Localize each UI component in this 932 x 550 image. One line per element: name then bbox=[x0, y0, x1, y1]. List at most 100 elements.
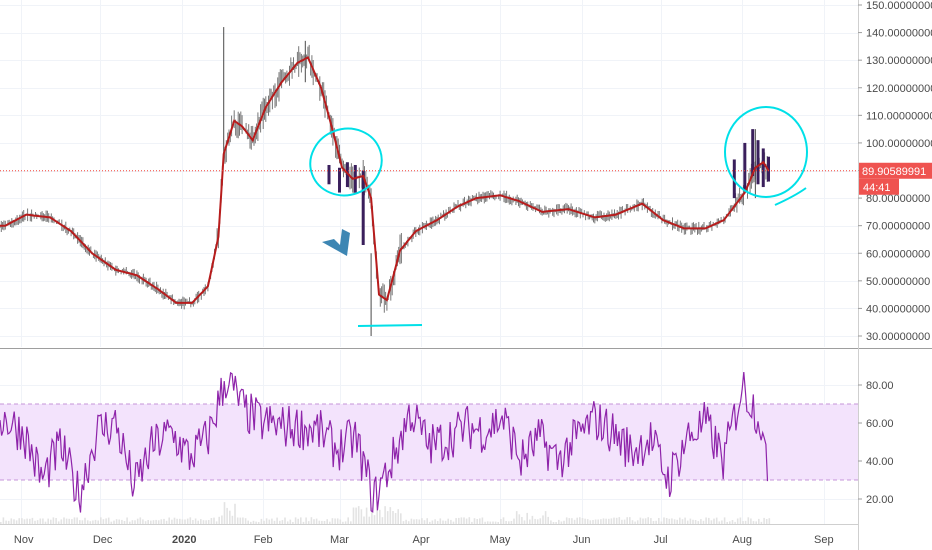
volume-bar bbox=[397, 509, 399, 524]
x-tick-label: Jun bbox=[573, 534, 591, 546]
volume-bar bbox=[492, 521, 494, 524]
volume-bar bbox=[192, 520, 194, 524]
volume-bar bbox=[679, 517, 681, 524]
volume-bar bbox=[523, 520, 526, 524]
volume-bar bbox=[292, 522, 294, 524]
volume-bar bbox=[423, 520, 426, 524]
y-tick-label: 40.00000000 bbox=[866, 303, 930, 315]
volume-bar bbox=[579, 517, 581, 524]
volume-bar bbox=[176, 518, 178, 524]
volume-bar bbox=[452, 521, 455, 524]
volume-bar bbox=[263, 520, 265, 524]
volume-bar bbox=[418, 519, 421, 524]
volume-bar bbox=[200, 519, 202, 524]
rsi-tick-label: 40.00 bbox=[866, 456, 894, 468]
volume-bar bbox=[268, 519, 271, 524]
y-tick-label: 110.00000000 bbox=[866, 110, 932, 122]
volume-bar bbox=[444, 520, 447, 524]
volume-bar bbox=[571, 518, 573, 524]
volume-bar bbox=[626, 517, 628, 524]
volume-bar bbox=[384, 506, 386, 524]
y-tick-label: 130.00000000 bbox=[866, 55, 932, 67]
y-tick-label: 140.00000000 bbox=[866, 28, 932, 40]
volume-bar bbox=[302, 521, 305, 524]
volume-bar bbox=[536, 519, 539, 524]
volume-bar bbox=[368, 516, 371, 524]
volume-bar bbox=[639, 517, 642, 524]
volume-bar bbox=[160, 519, 163, 524]
volume-bar bbox=[150, 520, 152, 524]
volume-bar bbox=[144, 521, 147, 524]
volume-bar bbox=[479, 518, 481, 524]
volume-bar bbox=[234, 503, 236, 524]
volume-bar bbox=[450, 519, 452, 524]
volume-bar bbox=[134, 520, 136, 524]
volume-bar bbox=[171, 519, 173, 524]
volume-bar bbox=[647, 517, 649, 524]
volume-bar bbox=[55, 518, 57, 524]
volume-bar bbox=[655, 520, 657, 524]
volume-bar bbox=[100, 517, 102, 524]
volume-bar bbox=[252, 520, 255, 524]
volume-bar bbox=[721, 520, 723, 524]
volume-bar bbox=[344, 521, 347, 524]
volume-bar bbox=[142, 519, 144, 524]
volume-bar bbox=[213, 517, 215, 524]
volume-bar bbox=[297, 518, 299, 524]
volume-bar bbox=[323, 521, 326, 524]
volume-bar bbox=[502, 517, 505, 524]
volume-bar bbox=[92, 520, 94, 524]
volume-bar bbox=[755, 521, 757, 524]
volume-bar bbox=[257, 522, 260, 524]
x-tick-label: Nov bbox=[14, 534, 34, 546]
volume-bar bbox=[621, 519, 623, 524]
volume-bar bbox=[255, 521, 257, 524]
volume-bar bbox=[642, 518, 644, 524]
y-tick-label: 70.00000000 bbox=[866, 221, 930, 233]
volume-bar bbox=[455, 518, 457, 524]
volume-bar bbox=[510, 521, 513, 524]
volume-bar bbox=[68, 518, 70, 524]
volume-bar bbox=[181, 519, 184, 524]
volume-bar bbox=[97, 520, 99, 524]
volume-bar bbox=[94, 519, 97, 524]
volume-bar bbox=[697, 521, 700, 524]
y-tick-label: 120.00000000 bbox=[866, 83, 932, 95]
volume-bar bbox=[747, 517, 750, 524]
volume-bar bbox=[39, 518, 42, 524]
volume-bar bbox=[265, 518, 268, 524]
volume-bar bbox=[650, 518, 652, 524]
volume-bar bbox=[708, 517, 710, 524]
volume-bar bbox=[357, 506, 360, 524]
volume-bar bbox=[742, 521, 744, 524]
volume-bar bbox=[355, 507, 357, 524]
volume-bar bbox=[339, 519, 342, 524]
volume-bar bbox=[244, 518, 247, 524]
volume-bar bbox=[434, 519, 436, 524]
y-tick-label: 150.00000000 bbox=[866, 0, 932, 12]
volume-bar bbox=[563, 520, 565, 524]
volume-bar bbox=[486, 521, 489, 524]
volume-bar bbox=[405, 519, 407, 524]
volume-bar bbox=[226, 507, 228, 524]
volume-bar bbox=[321, 520, 323, 524]
volume-bar bbox=[589, 520, 592, 524]
volume-bar bbox=[7, 520, 10, 524]
volume-bar bbox=[400, 513, 402, 524]
volume-bar bbox=[565, 517, 568, 524]
volume-bar bbox=[473, 518, 476, 524]
volume-bar bbox=[63, 517, 65, 524]
volume-bar bbox=[389, 507, 392, 524]
volume-bar bbox=[379, 509, 381, 524]
volume-bar bbox=[60, 519, 63, 524]
volume-bar bbox=[207, 520, 210, 524]
volume-bar bbox=[421, 518, 423, 524]
annotation-stroke-august bbox=[774, 187, 807, 206]
volume-bar bbox=[705, 517, 707, 524]
volume-bar bbox=[555, 522, 557, 524]
volume-bar bbox=[347, 517, 349, 524]
volume-bar bbox=[600, 519, 602, 524]
volume-bar bbox=[273, 520, 276, 524]
volume-bar bbox=[718, 521, 721, 524]
